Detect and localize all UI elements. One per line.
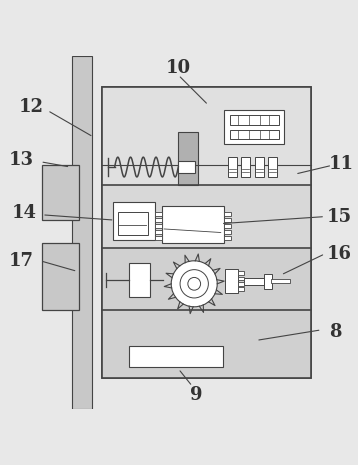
Text: 17: 17 (8, 252, 33, 270)
Circle shape (171, 261, 217, 307)
Text: 16: 16 (327, 245, 352, 263)
Bar (238, 272, 244, 275)
Text: 12: 12 (19, 98, 44, 116)
Bar (229, 130, 279, 139)
Bar (271, 279, 290, 283)
Bar (224, 230, 231, 233)
Bar (224, 110, 285, 144)
Bar (255, 158, 263, 177)
Bar (163, 206, 224, 243)
Text: 9: 9 (190, 386, 202, 404)
Bar (268, 158, 277, 177)
Bar (238, 282, 244, 286)
Bar (102, 87, 311, 378)
Bar (238, 287, 244, 291)
Circle shape (180, 270, 208, 298)
Bar (129, 263, 150, 297)
Bar (42, 243, 79, 310)
Text: 15: 15 (327, 207, 352, 226)
Bar (102, 310, 311, 378)
Bar (178, 132, 198, 185)
Text: 8: 8 (329, 323, 342, 340)
Text: 13: 13 (8, 151, 33, 169)
Bar (102, 87, 311, 378)
Bar (118, 213, 148, 235)
Bar (72, 56, 92, 409)
Bar (102, 185, 311, 248)
Bar (228, 158, 237, 177)
Bar (102, 248, 311, 310)
Text: 11: 11 (329, 154, 354, 173)
Bar (155, 236, 163, 239)
Text: 10: 10 (166, 59, 191, 77)
Bar (113, 202, 155, 239)
Bar (244, 279, 264, 285)
Bar (224, 212, 231, 215)
Bar (42, 165, 79, 220)
Bar (178, 161, 195, 173)
Bar (155, 230, 163, 233)
Bar (155, 224, 163, 227)
Circle shape (188, 278, 200, 290)
Bar (129, 345, 223, 367)
Text: 14: 14 (12, 204, 37, 222)
Bar (224, 236, 231, 239)
Bar (102, 87, 311, 185)
Bar (155, 212, 163, 215)
Bar (264, 274, 272, 289)
Bar (225, 269, 238, 292)
Bar (155, 218, 163, 221)
Bar (229, 115, 279, 125)
Bar (241, 158, 250, 177)
Bar (224, 218, 231, 221)
Bar (224, 224, 231, 227)
Bar (238, 277, 244, 280)
